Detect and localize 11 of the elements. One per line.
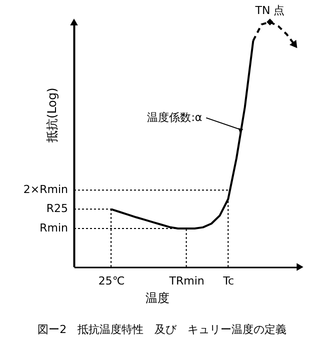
ref-line-label: 2×Rmin: [23, 183, 68, 196]
x-tick-label: TRmin: [168, 274, 204, 288]
y-axis-title: 抵抗(Log): [45, 88, 59, 144]
text: 図ー2 抵抗温度特性 及び キュリー温度の定義: [38, 323, 287, 336]
annotation: TN 点: [254, 4, 285, 17]
ref-line-label: R25: [46, 202, 68, 216]
x-axis-title: 温度: [146, 291, 170, 305]
x-tick-label: Tc: [222, 274, 234, 288]
x-tick-label: 25℃: [98, 274, 125, 288]
ref-line-label: Rmin: [40, 222, 68, 235]
annotation: 温度係数:α: [147, 110, 202, 124]
